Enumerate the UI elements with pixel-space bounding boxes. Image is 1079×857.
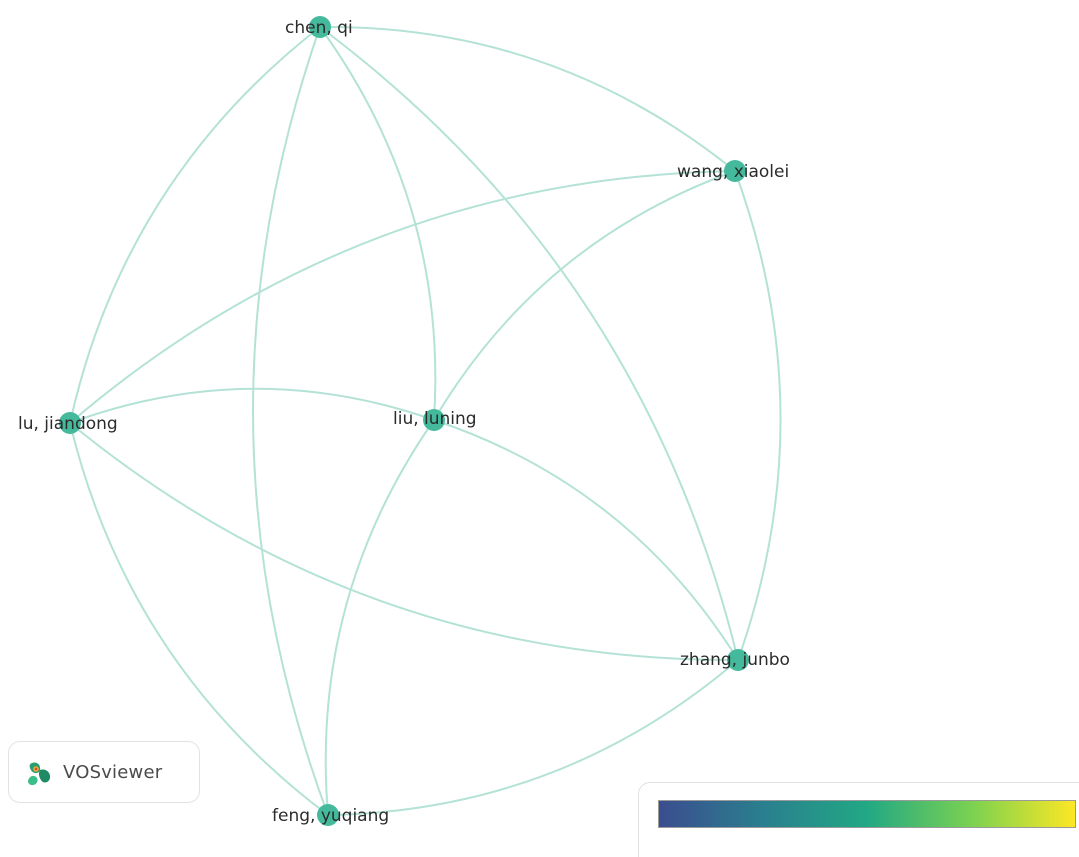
node-label-liu-luning[interactable]: liu, luning: [393, 409, 477, 429]
edge-zhang-junbo-feng-yuqiang[interactable]: [327, 659, 739, 816]
node-zhang-junbo[interactable]: [727, 649, 749, 671]
node-label-feng-yuqiang[interactable]: feng, yuqiang: [272, 806, 389, 826]
edge-chen-qi-feng-yuqiang[interactable]: [252, 26, 329, 816]
node-label-zhang-junbo[interactable]: zhang, junbo: [680, 650, 790, 670]
node-liu-luning[interactable]: [423, 409, 445, 431]
node-label-chen-qi[interactable]: chen, qi: [285, 18, 353, 38]
edge-lu-jiandong-liu-luning[interactable]: [69, 387, 435, 424]
color-scale-bar: [658, 800, 1076, 828]
node-label-lu-jiandong[interactable]: lu, jiandong: [18, 414, 118, 434]
node-label-wang-xiaolei[interactable]: wang, xiaolei: [677, 162, 789, 182]
brand-name: VOSviewer: [63, 761, 163, 783]
node-feng-yuqiang[interactable]: [317, 804, 339, 826]
edge-chen-qi-lu-jiandong[interactable]: [69, 26, 321, 424]
edge-wang-xiaolei-zhang-junbo[interactable]: [734, 170, 782, 661]
edge-liu-luning-feng-yuqiang[interactable]: [324, 419, 435, 816]
edge-layer: [69, 25, 782, 816]
node-wang-xiaolei[interactable]: [724, 160, 746, 182]
edge-chen-qi-liu-luning[interactable]: [319, 26, 437, 421]
edge-wang-xiaolei-lu-jiandong[interactable]: [69, 170, 736, 424]
edge-chen-qi-zhang-junbo[interactable]: [319, 26, 739, 661]
node-layer: chen, qi wang, xiaolei lu, jiandong liu, lu…: [18, 16, 790, 826]
edge-wang-xiaolei-liu-luning[interactable]: [433, 170, 736, 421]
vosviewer-badge[interactable]: VOSviewer: [8, 741, 200, 803]
color-legend: [638, 782, 1079, 857]
edge-liu-luning-zhang-junbo[interactable]: [433, 419, 739, 661]
edge-chen-qi-wang-xiaolei[interactable]: [319, 25, 736, 172]
edge-lu-jiandong-zhang-junbo[interactable]: [69, 422, 739, 662]
node-chen-qi[interactable]: [309, 16, 331, 38]
vosviewer-logo-icon: [28, 762, 51, 786]
edge-lu-jiandong-feng-yuqiang[interactable]: [69, 422, 329, 816]
node-lu-jiandong[interactable]: [59, 412, 81, 434]
